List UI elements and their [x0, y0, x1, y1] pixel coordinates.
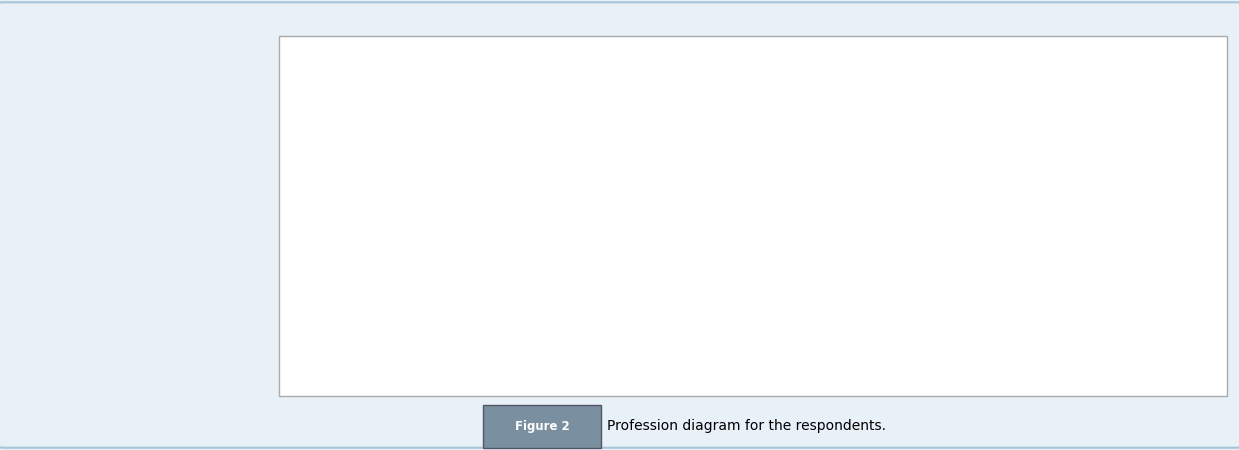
Text: 0.82: 0.82: [928, 107, 954, 117]
Bar: [299, 358, 316, 378]
Bar: [299, 70, 316, 90]
Text: Pharmacy: Pharmacy: [331, 218, 393, 231]
Text: Radiographer: Radiographer: [331, 170, 416, 183]
Bar: [299, 214, 316, 234]
Wedge shape: [904, 216, 1005, 346]
Wedge shape: [746, 149, 904, 327]
Bar: [299, 166, 316, 186]
Wedge shape: [904, 216, 995, 368]
Text: Nurse/Midwife: Nurse/Midwife: [331, 122, 420, 135]
Wedge shape: [792, 216, 950, 374]
Text: 11.94: 11.94: [978, 146, 1011, 156]
Wedge shape: [904, 75, 990, 216]
Text: 4.98: 4.98: [939, 311, 965, 321]
Text: 1.23: 1.23: [958, 300, 984, 310]
Text: 17.28: 17.28: [860, 319, 893, 328]
Text: 0.82: 0.82: [934, 108, 960, 118]
Text: Laboratory Scientist: Laboratory Scientist: [331, 362, 457, 374]
Wedge shape: [904, 71, 976, 216]
Wedge shape: [904, 65, 961, 216]
Bar: [299, 262, 316, 282]
Text: 19.34: 19.34: [778, 230, 812, 240]
Text: Optometrist: Optometrist: [331, 314, 406, 327]
Wedge shape: [904, 83, 1058, 216]
Text: Figure 2: Figure 2: [514, 420, 570, 433]
Wedge shape: [904, 68, 969, 216]
Wedge shape: [904, 216, 1020, 339]
Bar: [299, 118, 316, 139]
Text: 2.06: 2.06: [966, 292, 992, 302]
Wedge shape: [761, 58, 954, 216]
Text: 16.05: 16.05: [995, 239, 1028, 249]
Text: Doctor: Doctor: [331, 74, 373, 87]
Text: Physiotherapist: Physiotherapist: [331, 266, 427, 279]
Text: 23.05: 23.05: [844, 109, 877, 119]
Wedge shape: [904, 177, 1063, 325]
Text: 0.82: 0.82: [939, 111, 965, 121]
Text: 1.65: 1.65: [947, 115, 973, 125]
Text: Profession diagram for the respondents.: Profession diagram for the respondents.: [607, 419, 886, 433]
Bar: [299, 310, 316, 330]
